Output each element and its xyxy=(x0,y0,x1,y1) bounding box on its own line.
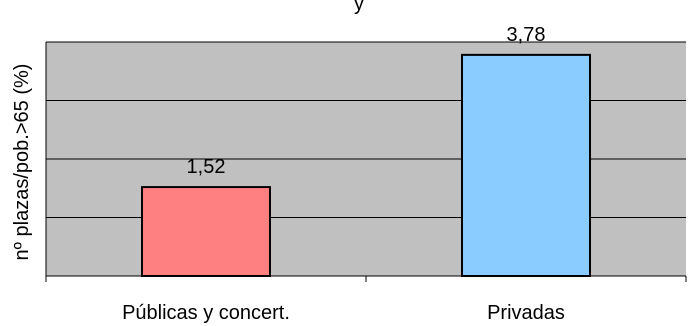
data-labels: 1,52 3,78 xyxy=(187,24,546,178)
bar-privadas xyxy=(461,53,591,278)
data-label: 1,52 xyxy=(187,156,226,178)
x-axis-ticks xyxy=(45,276,687,282)
x-tick-label: Públicas y concert. xyxy=(122,302,290,324)
bar-publicas xyxy=(141,186,271,277)
chart-title: y xyxy=(354,0,364,15)
y-axis-label: nº plazas/pob.>65 (%) xyxy=(11,64,33,261)
x-axis-tick-labels: Públicas y concert. Privadas xyxy=(122,302,565,324)
x-tick-label: Privadas xyxy=(487,302,565,324)
data-label: 3,78 xyxy=(507,24,546,46)
